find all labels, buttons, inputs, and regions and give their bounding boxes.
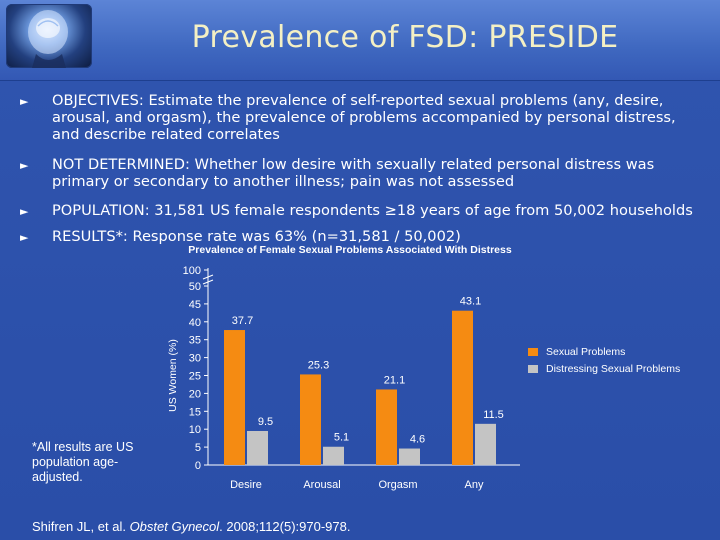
axis-break-mark [202,279,214,285]
data-label: 11.5 [483,409,504,421]
citation-details: . 2008;112(5):970-978. [219,519,351,534]
bullet-text: NOT DETERMINED: Whether low desire with … [52,156,655,190]
x-tick-label: Desire [230,479,262,491]
bar [247,430,268,465]
bar [300,374,321,465]
data-label: 4.6 [410,434,425,446]
chart-title: Prevalence of Female Sexual Problems Ass… [188,244,512,256]
y-tick-label: 40 [189,317,201,329]
title-bar: Prevalence of FSD: PRESIDE [0,0,720,81]
data-label: 37.7 [232,315,253,327]
y-axis-label: US Women (%) [167,339,179,412]
bar [323,446,344,465]
data-label: 9.5 [258,416,273,428]
data-label: 25.3 [308,359,329,371]
x-tick-label: Orgasm [378,479,417,491]
bar [376,389,397,465]
bar [452,310,473,465]
citation-journal: Obstet Gynecol [129,519,220,534]
y-tick-label: 10 [189,424,201,436]
footnote: *All results are US population age-adjus… [32,440,134,484]
triangle-right-icon: ► [20,231,29,244]
page-title: Prevalence of FSD: PRESIDE [191,20,619,55]
citation: Shifren JL, et al. Obstet Gynecol. 2008;… [32,519,350,534]
triangle-right-icon: ► [20,205,29,218]
y-tick-label: 35 [189,335,201,347]
x-tick-label: Any [465,479,484,491]
triangle-right-icon: ► [20,159,29,172]
legend-swatch [528,348,538,356]
y-tick-label: 30 [189,353,201,365]
brain-head-icon [6,4,92,68]
citation-authors: Shifren JL, et al. [32,519,130,534]
y-tick-label: 50 [189,281,201,293]
y-tick-label: 25 [189,371,201,383]
bullet-text: RESULTS*: Response rate was 63% (n=31,58… [52,228,461,245]
data-label: 5.1 [334,432,349,444]
data-label: 21.1 [384,374,405,386]
bar [224,330,245,465]
axis-break-mark [202,274,214,280]
x-tick-label: Arousal [303,479,340,491]
data-label: 43.1 [460,296,481,308]
legend-label: Sexual Problems [546,346,626,358]
y-tick-label: 45 [189,299,201,311]
bar [399,448,420,465]
triangle-right-icon: ► [20,95,29,108]
legend-label: Distressing Sexual Problems [546,363,681,375]
bullet-text: POPULATION: 31,581 US female respondents… [52,202,693,219]
y-tick-label: 5 [195,442,201,454]
bullet-text: OBJECTIVES: Estimate the prevalence of s… [52,92,676,143]
bar [475,423,496,465]
y-tick-label: 100 [183,265,201,277]
legend-swatch [528,365,538,373]
y-tick-label: 20 [189,388,201,400]
y-tick-label: 0 [195,460,201,472]
y-tick-label: 15 [189,406,201,418]
